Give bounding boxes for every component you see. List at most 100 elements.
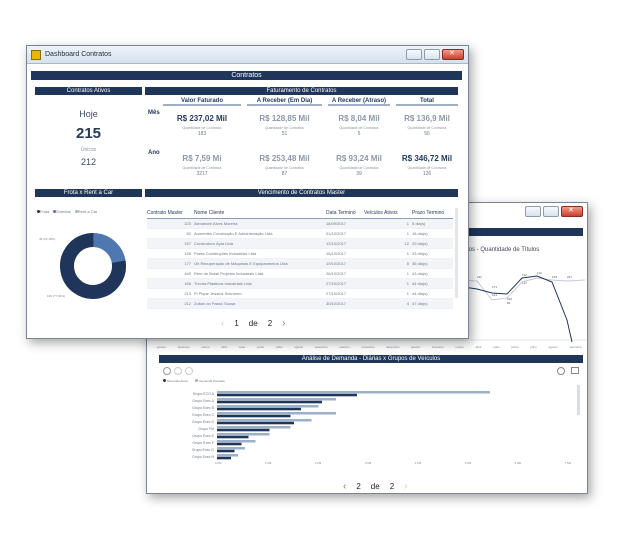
bar-demanda-passada[interactable] [217,391,490,394]
point-label: 117 [522,281,527,285]
bar-demanda-atual[interactable] [217,442,242,446]
back-window-controls [525,206,583,217]
x-tick-label: abril [221,345,227,349]
expand-all-icon[interactable] [185,367,193,375]
expand-icon[interactable] [571,367,579,374]
x-tick-label: março [201,345,210,349]
point-label: 81 [507,301,511,305]
table-row[interactable]: 177 Oh Recuperação de Máquinas E Equipame… [147,259,453,269]
bar-demanda-passada[interactable] [217,412,336,415]
table-row[interactable]: 223 Alexandre Alves Moreira 18/09/2017 1 5 d… [147,219,453,229]
page-current: 1 [234,319,239,328]
bar-demanda-atual[interactable] [217,421,294,425]
info-icon[interactable] [557,367,565,375]
drill-down-icon[interactable] [174,367,182,375]
th-veiculos[interactable]: Veículos Ativos [364,210,398,216]
bar-demanda-passada[interactable] [217,419,312,422]
next-page-button[interactable]: › [404,481,408,492]
faturamento-col-headers: Valor Faturado A Receber (Em Dia) A Rece… [163,98,458,106]
table-row[interactable]: 157 Construtora Ápia Ltda 12/10/2017 12 29 d… [147,239,453,249]
close-button[interactable] [561,206,583,217]
bar-demanda-atual[interactable] [217,449,235,453]
bar-demanda-atual[interactable] [217,393,357,397]
table-row[interactable]: 165 Trevira Plásticos Industriais Ltda 27/… [147,279,453,289]
table-cell: 1 [406,251,409,256]
point-label: 192 [507,297,512,301]
fat-row-mes: Mês [148,110,458,116]
table-row[interactable]: 82 Aumentes Construção E Administração Lt… [147,229,453,239]
table-row[interactable]: 213 Pi Pique Jessica Schramm 27/10/2017 1 44… [147,289,453,299]
bar-demanda-atual[interactable] [217,400,322,404]
drill-up-icon[interactable] [163,367,171,375]
fat-value: R$ 346,72 Mil [401,154,453,163]
close-button[interactable] [442,49,464,60]
bar-demanda-atual[interactable] [217,407,301,411]
fat-value: R$ 237,02 Mil [176,114,228,123]
legend-item: Demanda Atual [166,379,188,383]
bar-demanda-atual[interactable] [217,435,249,439]
table-row[interactable]: 155 Poeta Construções Industriais Ltda 16/… [147,249,453,259]
bar-category-label: Grupo Exec C [192,413,214,417]
maximize-button[interactable] [543,206,559,217]
th-contrato[interactable]: Contrato Master [147,210,183,216]
donut-label-bottom: 169 (77,82%) [47,294,66,298]
donut-slice-rent [60,233,126,299]
fat-value: R$ 93,24 Mil [336,154,382,163]
row-label: Ano [148,150,160,156]
fat-qty-value: 87 [281,171,288,177]
row-label: Mês [148,110,160,116]
fat-qty-label: Quantidade de Contratos [407,166,447,170]
legend-item: Rent a Car [77,209,98,214]
table-cell: 19/10/2017 [326,261,347,266]
bar-demanda-passada[interactable] [217,433,270,436]
bar-demanda-passada[interactable] [217,426,291,429]
bar-category-label: Grupo Exec B [192,406,214,410]
maximize-button[interactable] [424,49,440,60]
demand-legend: Demanda Atual Demanda Passada [163,379,225,383]
table-scrollbar[interactable] [455,208,458,298]
minimize-button[interactable] [406,49,422,60]
table-cell: Poeta Construções Industriais Ltda [194,251,257,256]
x-tick-label: agosto [548,345,558,349]
bar-demanda-atual[interactable] [217,456,231,460]
next-page-button[interactable]: › [282,318,286,329]
bar-demanda-passada[interactable] [217,398,336,401]
ativos-title: Contratos Ativos [35,87,142,95]
front-window-controls [406,49,464,60]
table-body: 223 Alexandre Alves Moreira 18/09/2017 1 5 d… [147,219,453,309]
table-cell: 157 [184,241,191,246]
point-label: 227 [567,275,572,279]
page-total: 2 [267,319,273,328]
faturamento-title: Faturamento de Contratos [145,87,458,95]
demand-scrollbar[interactable] [577,385,580,415]
fat-value: R$ 128,85 Mil [259,114,310,123]
x-axis-tick: 4 Mil [414,461,422,465]
bar-demanda-passada[interactable] [217,405,319,408]
bar-demanda-passada[interactable] [217,440,256,443]
x-tick-label: setembro [314,345,328,349]
prev-page-button[interactable]: ‹ [343,481,347,492]
x-tick-label: julho [276,345,283,349]
prev-page-button[interactable]: ‹ [221,318,225,329]
table-header: Contrato Master Nome Cliente Data Termin… [147,208,453,219]
bar-demanda-atual[interactable] [217,428,270,432]
table-row[interactable]: 449 Rem de Brasil Projetos Industriais Lt… [147,269,453,279]
legend-item: Demanda Passada [199,379,225,383]
minimize-button[interactable] [525,206,541,217]
col-receber-em-dia: A Receber (Em Dia) [247,98,322,106]
fat-qty-value: 39 [356,171,362,177]
th-data[interactable]: Data Termino [326,210,356,216]
table-cell: 29 dia(s) [412,241,428,246]
x-tick-label: junho [511,345,519,349]
bar-demanda-atual[interactable] [217,414,291,418]
bar-demanda-passada[interactable] [217,454,238,457]
table-row[interactable]: 212 Zoltan do Passo Sousa 30/10/2017 4 47 di… [147,299,453,309]
fat-qty-label: Quantidade de Contratos [339,126,379,130]
page-total: 2 [389,482,395,491]
bar-category-label: Grupo Exec H [192,455,214,459]
bar-demanda-passada[interactable] [217,447,245,450]
th-prazo[interactable]: Prazo Termino [412,210,445,216]
legend-item: Eventos [56,209,71,214]
th-cliente[interactable]: Nome Cliente [194,210,225,216]
